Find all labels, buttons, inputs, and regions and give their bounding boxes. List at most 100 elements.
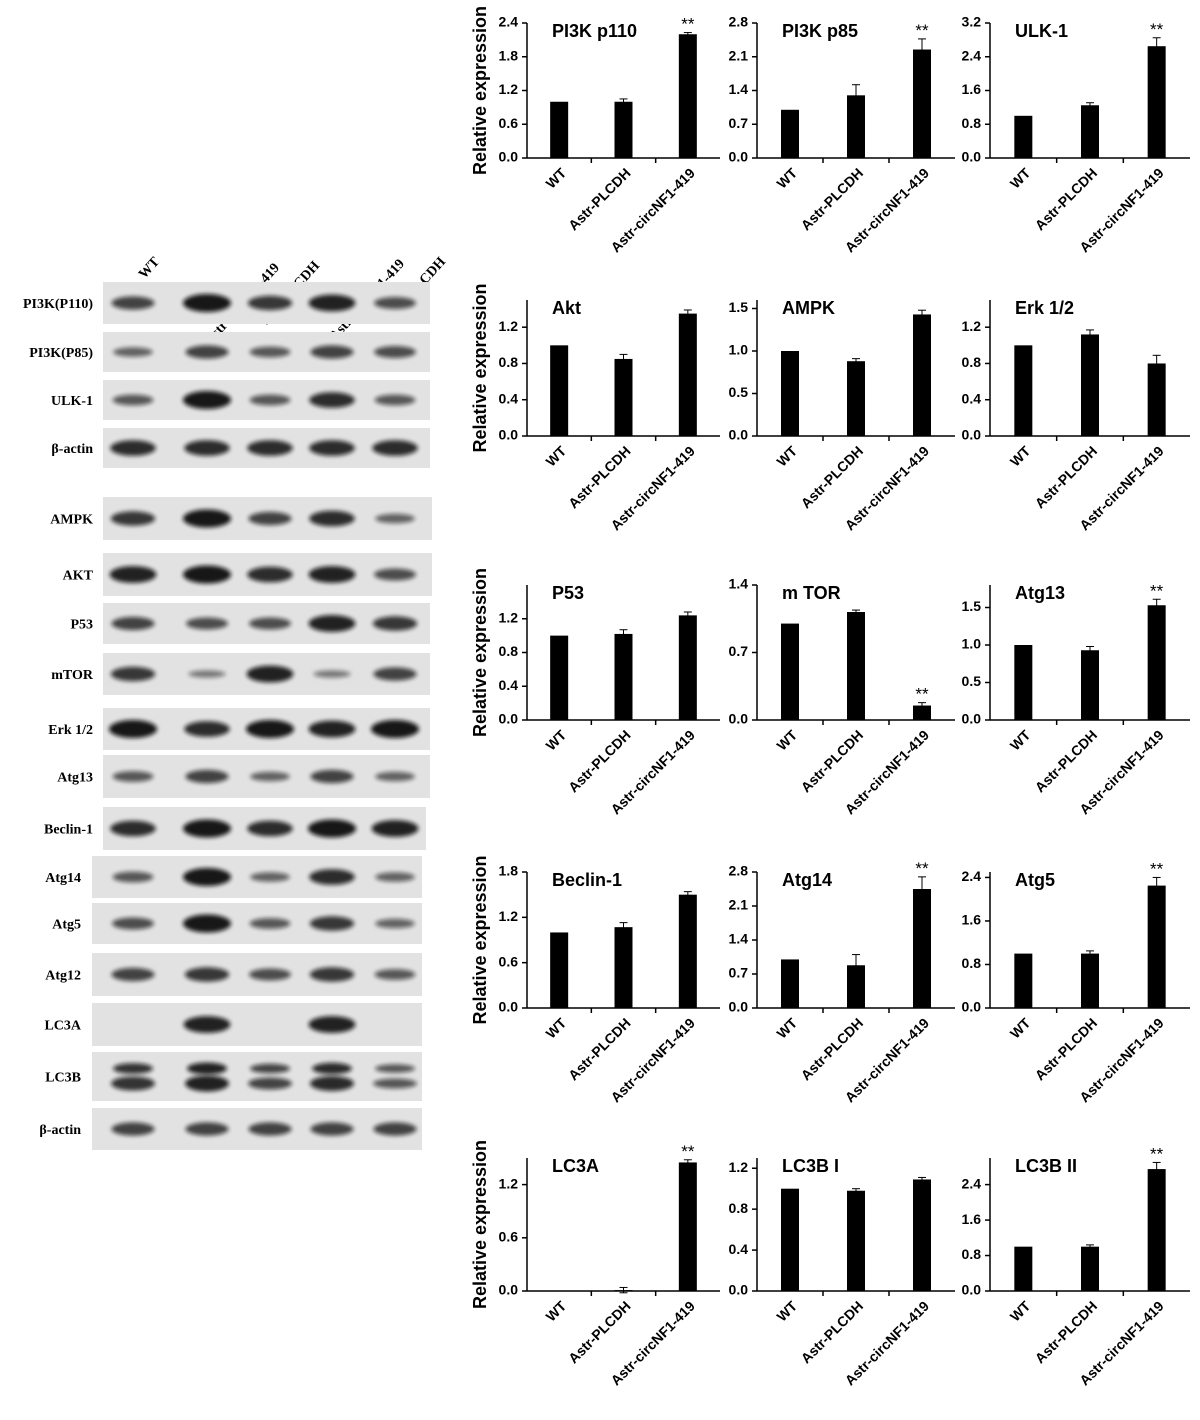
significance: ** (681, 1142, 695, 1161)
x-tick-label: WT (543, 1297, 570, 1324)
y-tick-label: 0.0 (499, 711, 519, 727)
y-tick-label: 0.4 (729, 1241, 749, 1257)
blot-band (184, 967, 230, 982)
bar (781, 959, 799, 1008)
significance: ** (915, 21, 929, 40)
error-bar (619, 1286, 628, 1294)
y-tick-label: 0.0 (729, 711, 749, 727)
error-bar (683, 891, 692, 899)
error-bar (918, 1176, 926, 1183)
error-bar (1152, 876, 1161, 895)
y-tick-label: 1.8 (499, 47, 519, 63)
y-tick-label: 1.0 (729, 342, 749, 358)
y-tick-label: 0.0 (729, 1282, 749, 1298)
blot-band (371, 820, 419, 837)
bar (550, 635, 569, 720)
error-bar (619, 98, 628, 106)
y-tick-label: 0.0 (499, 149, 519, 165)
blot-band (184, 440, 230, 456)
y-tick-label: 2.4 (962, 1175, 982, 1191)
blot-band (248, 511, 292, 526)
y-axis-label: Relative expression (470, 1140, 490, 1309)
blot-band (112, 394, 154, 406)
blot-band (309, 869, 355, 885)
blot-band (309, 510, 355, 527)
blot-band (373, 1122, 417, 1136)
x-tick-label: WT (543, 726, 570, 753)
chart-title: Akt (552, 298, 581, 318)
bar (1014, 345, 1033, 436)
significance: ** (1150, 581, 1164, 600)
y-tick-label: 0.5 (962, 673, 982, 689)
error-bar (1152, 37, 1161, 56)
blot-band (111, 296, 155, 310)
error-bar (1086, 102, 1094, 109)
blot-band (247, 295, 293, 311)
chart-title: m TOR (782, 583, 841, 603)
significance: ** (915, 859, 929, 878)
blot-band (112, 917, 154, 930)
blot-row-label: Beclin-1 (44, 823, 93, 838)
x-tick-label: Astr-PLCDH (798, 727, 867, 796)
y-tick-label: 0.6 (499, 1229, 519, 1245)
y-tick-label: 0.0 (962, 1282, 982, 1298)
y-tick-label: 1.2 (499, 609, 519, 625)
y-axis-label: Relative expression (470, 283, 490, 452)
y-tick-label: 2.8 (729, 863, 749, 879)
blot-band (309, 440, 355, 456)
blot-band (183, 1016, 231, 1033)
x-tick-label: WT (773, 1297, 800, 1324)
y-tick-label: 1.4 (729, 576, 749, 592)
error-bar (852, 954, 860, 977)
blot-band (375, 918, 415, 929)
bar (550, 101, 569, 158)
error-bar (1152, 354, 1161, 373)
blot-band (183, 294, 231, 312)
blot-band (375, 872, 415, 882)
y-tick-label: 1.2 (499, 1175, 519, 1191)
x-tick-label: WT (543, 442, 570, 469)
y-tick-label: 1.2 (499, 81, 519, 97)
lane-label: WT (136, 254, 163, 282)
blot-band (183, 509, 231, 528)
bar (913, 314, 931, 436)
bar (781, 623, 799, 720)
x-tick-label: Astr-PLCDH (565, 1015, 634, 1084)
bar (847, 965, 865, 1008)
blot-band (185, 1075, 229, 1092)
blot-band (310, 769, 354, 784)
y-tick-label: 0.8 (729, 1200, 749, 1216)
blot-band (111, 1122, 155, 1136)
blot-band (310, 345, 354, 359)
blot-band (111, 1076, 155, 1091)
error-bar (683, 611, 692, 620)
blot-band (111, 616, 155, 631)
bar (678, 1162, 697, 1291)
error-bar (852, 1188, 860, 1194)
y-tick-label: 1.5 (729, 299, 749, 315)
blot-band (186, 617, 228, 630)
chart-title: LC3A (552, 1156, 599, 1176)
chart-title: Atg14 (782, 870, 832, 890)
blot-band (248, 1122, 292, 1136)
blot-strip (92, 1052, 422, 1101)
x-tick-label: WT (773, 726, 800, 753)
x-tick-label: Astr-PLCDH (565, 165, 634, 234)
blot-band (250, 1063, 290, 1074)
blot-band (183, 391, 231, 409)
blot-row-label: LC3A (44, 1019, 81, 1034)
significance: ** (915, 685, 929, 704)
bar (678, 313, 697, 436)
error-bar (918, 702, 926, 709)
y-tick-label: 1.5 (962, 598, 982, 614)
blot-band (247, 440, 293, 456)
blot-band (246, 720, 294, 738)
y-tick-label: 1.2 (499, 908, 519, 924)
error-bar (852, 358, 860, 365)
x-tick-label: Astr-PLCDH (565, 443, 634, 512)
blot-band (110, 820, 156, 837)
blot-band (308, 819, 356, 838)
x-tick-label: WT (1007, 726, 1034, 753)
blot-band (375, 771, 415, 782)
blot-band (308, 615, 356, 632)
